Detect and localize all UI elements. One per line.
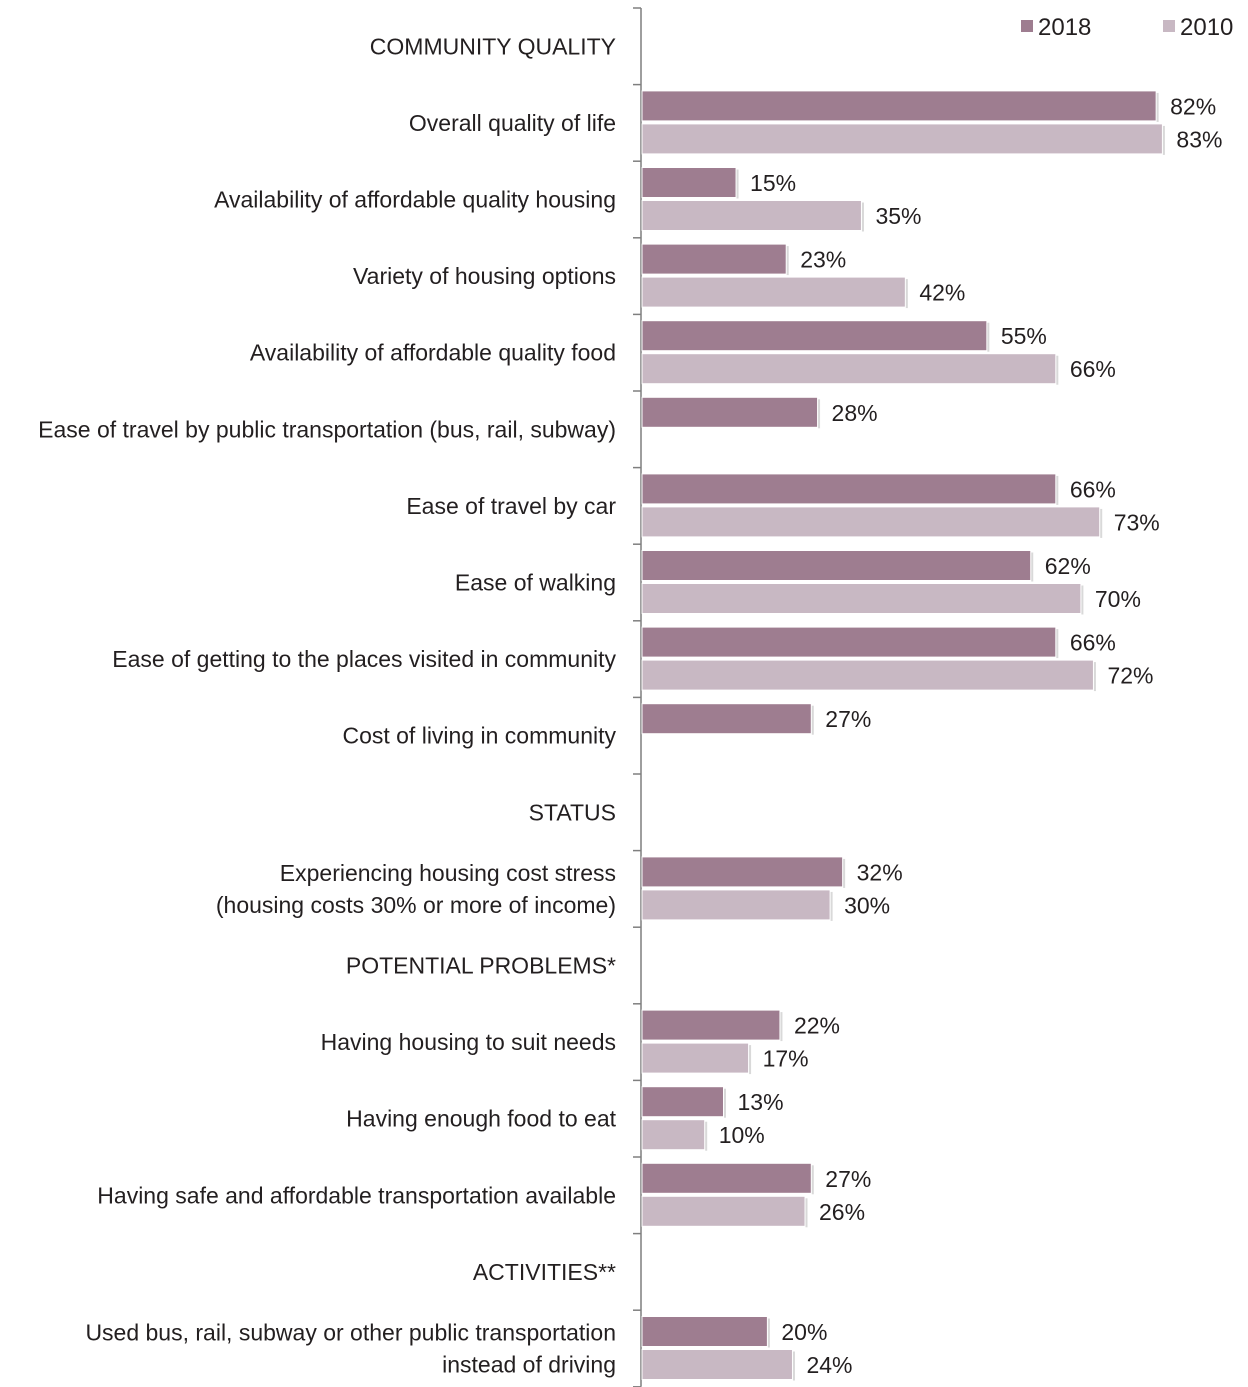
bar-2018	[641, 550, 1032, 581]
data-label: 32%	[857, 859, 903, 885]
bar-2018	[641, 1009, 781, 1041]
section-header: STATUS	[529, 799, 616, 825]
bar-2018	[641, 703, 812, 735]
category-label: Overall quality of life	[409, 110, 616, 136]
category-label: Ease of getting to the places visited in…	[112, 646, 616, 672]
bar-2010	[641, 1042, 750, 1074]
data-label: 28%	[832, 400, 878, 426]
category-label: Used bus, rail, subway or other public t…	[85, 1320, 616, 1346]
bar-2010	[641, 659, 1094, 691]
bar-2018	[641, 1162, 812, 1194]
category-label: Having enough food to eat	[346, 1106, 616, 1132]
data-label: 27%	[825, 706, 871, 732]
legend-label: 2018	[1038, 14, 1091, 41]
category-label: Having housing to suit needs	[321, 1029, 616, 1055]
data-label: 55%	[1001, 323, 1047, 349]
category-label: Variety of housing options	[353, 263, 616, 289]
bar-2010	[641, 1195, 806, 1227]
bar-2018	[641, 1086, 725, 1118]
category-label: Cost of living in community	[342, 723, 616, 749]
data-label: 72%	[1107, 663, 1153, 689]
category-label: Availability of affordable quality housi…	[214, 187, 616, 213]
data-label: 27%	[825, 1166, 871, 1192]
data-label: 66%	[1070, 630, 1116, 656]
section-header: POTENTIAL PROBLEMS*	[346, 953, 616, 979]
bar-2018	[641, 320, 988, 352]
bar-2018	[641, 626, 1057, 658]
legend-label: 2010	[1180, 14, 1233, 41]
category-label: Ease of travel by public transportation …	[38, 416, 616, 442]
bar-2010	[641, 123, 1163, 155]
data-label: 83%	[1176, 126, 1222, 152]
bar-2010	[641, 1349, 793, 1380]
data-label: 66%	[1070, 356, 1116, 382]
data-label: 70%	[1095, 586, 1141, 612]
data-label: 17%	[763, 1046, 809, 1072]
category-label: Ease of walking	[455, 570, 616, 596]
bar-2010	[641, 353, 1057, 385]
data-label: 35%	[875, 203, 921, 229]
data-label: 66%	[1070, 476, 1116, 502]
bar-2010	[641, 276, 906, 308]
bar-2010	[641, 506, 1101, 538]
data-label: 13%	[738, 1089, 784, 1115]
bar-2018	[641, 856, 844, 888]
bar-2018	[641, 167, 737, 198]
category-label: instead of driving	[442, 1352, 616, 1378]
data-label: 22%	[794, 1013, 840, 1039]
legend-swatch	[1021, 20, 1033, 32]
category-label: Ease of travel by car	[406, 493, 616, 519]
section-header: COMMUNITY QUALITY	[370, 33, 616, 59]
data-label: 15%	[750, 170, 796, 196]
bar-2018	[641, 1316, 768, 1347]
bar-2010	[641, 889, 831, 921]
bar-2010	[641, 1119, 706, 1151]
legend-swatch	[1163, 20, 1175, 32]
data-label: 10%	[719, 1122, 765, 1148]
category-label: (housing costs 30% or more of income)	[216, 892, 616, 918]
bar-2018	[641, 90, 1157, 122]
data-label: 20%	[781, 1319, 827, 1345]
data-label: 62%	[1045, 553, 1091, 579]
data-label: 42%	[919, 280, 965, 306]
bar-2018	[641, 396, 819, 428]
category-label: Experiencing housing cost stress	[280, 860, 616, 886]
category-label: Availability of affordable quality food	[250, 340, 616, 366]
section-header: ACTIVITIES**	[473, 1259, 616, 1285]
bar-2018	[641, 243, 787, 275]
data-label: 24%	[806, 1352, 852, 1378]
bar-2010	[641, 583, 1082, 614]
data-label: 30%	[844, 892, 890, 918]
data-label: 73%	[1114, 509, 1160, 535]
data-label: 23%	[800, 247, 846, 273]
bar-2018	[641, 473, 1057, 505]
bar-2010	[641, 200, 862, 231]
data-label: 26%	[819, 1199, 865, 1225]
data-label: 82%	[1170, 93, 1216, 119]
category-label: Having safe and affordable transportatio…	[97, 1182, 616, 1208]
